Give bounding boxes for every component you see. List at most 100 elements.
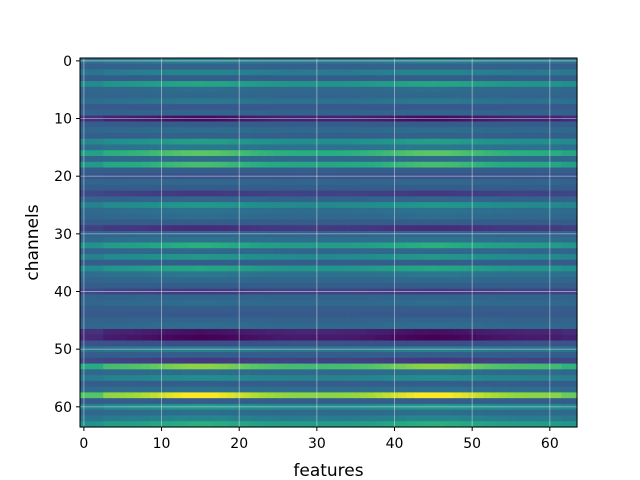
heatmap-cell — [250, 305, 260, 313]
heatmap-cell — [250, 403, 260, 411]
heatmap-cell — [514, 311, 524, 319]
heatmap-cell — [157, 248, 167, 255]
heatmap-cell — [289, 282, 299, 290]
heatmap-cell — [289, 184, 299, 192]
heatmap-cell — [320, 421, 330, 428]
heatmap-cell — [243, 294, 252, 301]
heatmap-cell — [95, 219, 104, 226]
heatmap-cell — [204, 127, 213, 134]
heatmap-cell — [429, 248, 438, 255]
heatmap-cell — [80, 421, 89, 428]
heatmap-cell — [258, 109, 267, 117]
heatmap-cell — [476, 282, 485, 290]
heatmap-cell — [491, 352, 500, 359]
heatmap-cell — [297, 392, 306, 399]
heatmap-cell — [95, 161, 104, 169]
heatmap-cell — [149, 415, 159, 422]
heatmap-cell — [530, 409, 539, 417]
heatmap-cell — [250, 386, 260, 394]
heatmap-cell — [188, 277, 198, 284]
heatmap-cell — [297, 225, 306, 232]
heatmap-cell — [351, 81, 361, 88]
heatmap-cell — [103, 75, 112, 82]
heatmap-cell — [351, 392, 361, 399]
heatmap-cell — [359, 115, 368, 123]
heatmap-cell — [142, 104, 151, 111]
heatmap-cell — [530, 190, 539, 197]
heatmap-cell — [328, 380, 337, 388]
heatmap-cell — [142, 409, 151, 417]
heatmap-cell — [212, 294, 221, 301]
heatmap-cell — [258, 375, 267, 382]
heatmap-cell — [289, 138, 299, 146]
heatmap-cell — [468, 248, 477, 255]
heatmap-cell — [204, 380, 213, 388]
heatmap-cell — [429, 254, 438, 261]
heatmap-cell — [250, 75, 260, 82]
heatmap-cell — [173, 421, 182, 428]
heatmap-cell — [165, 369, 174, 376]
heatmap-cell — [204, 300, 213, 307]
heatmap-cell — [180, 357, 190, 365]
heatmap-cell — [103, 86, 112, 94]
heatmap-cell — [460, 127, 469, 134]
heatmap-cell — [196, 403, 205, 411]
heatmap-cell — [406, 236, 415, 244]
heatmap-cell — [398, 415, 407, 422]
heatmap-cell — [134, 127, 143, 134]
heatmap-cell — [336, 98, 345, 105]
heatmap-cell — [561, 58, 570, 65]
heatmap-cell — [499, 328, 508, 336]
heatmap-cell — [460, 236, 469, 244]
heatmap-cell — [507, 69, 516, 76]
heatmap-cell — [149, 132, 159, 140]
heatmap-cell — [569, 375, 578, 382]
heatmap-cell — [336, 282, 345, 290]
heatmap-cell — [344, 346, 353, 353]
heatmap-cell — [514, 75, 524, 82]
heatmap-cell — [142, 421, 151, 428]
heatmap-cell — [266, 150, 275, 157]
heatmap-cell — [359, 305, 368, 313]
heatmap-cell — [538, 294, 547, 301]
heatmap-cell — [538, 127, 547, 134]
heatmap-cell — [180, 317, 190, 324]
heatmap-cell — [530, 127, 539, 134]
heatmap-cell — [413, 254, 423, 261]
heatmap-cell — [421, 207, 431, 215]
heatmap-cell — [103, 190, 112, 197]
heatmap-cell — [188, 363, 198, 370]
heatmap-cell — [468, 225, 477, 232]
heatmap-cell — [118, 375, 128, 382]
heatmap-cell — [406, 156, 415, 163]
heatmap-cell — [468, 69, 477, 76]
heatmap-cell — [437, 156, 446, 163]
heatmap-cell — [398, 109, 407, 117]
heatmap-cell — [344, 184, 353, 192]
heatmap-cell — [227, 92, 236, 99]
heatmap-cell — [429, 121, 438, 128]
heatmap-cell — [367, 242, 376, 249]
heatmap-cell — [545, 415, 555, 422]
heatmap-cell — [274, 352, 283, 359]
heatmap-cell — [561, 380, 570, 388]
heatmap-cell — [227, 138, 236, 146]
heatmap-cell — [219, 415, 229, 422]
heatmap-cell — [514, 317, 524, 324]
heatmap-cell — [545, 161, 555, 169]
heatmap-cell — [134, 357, 143, 365]
heatmap-cell — [95, 69, 104, 76]
heatmap-cell — [80, 150, 89, 157]
heatmap-cell — [118, 254, 128, 261]
heatmap-cell — [437, 236, 446, 244]
heatmap-cell — [483, 236, 493, 244]
heatmap-cell — [274, 403, 283, 411]
heatmap-cell — [289, 369, 299, 376]
heatmap-cell — [328, 363, 337, 370]
heatmap-cell — [499, 334, 508, 342]
heatmap-cell — [382, 323, 392, 330]
heatmap-cell — [444, 75, 454, 82]
heatmap-cell — [95, 340, 104, 347]
heatmap-cell — [250, 248, 260, 255]
heatmap-cell — [429, 352, 438, 359]
